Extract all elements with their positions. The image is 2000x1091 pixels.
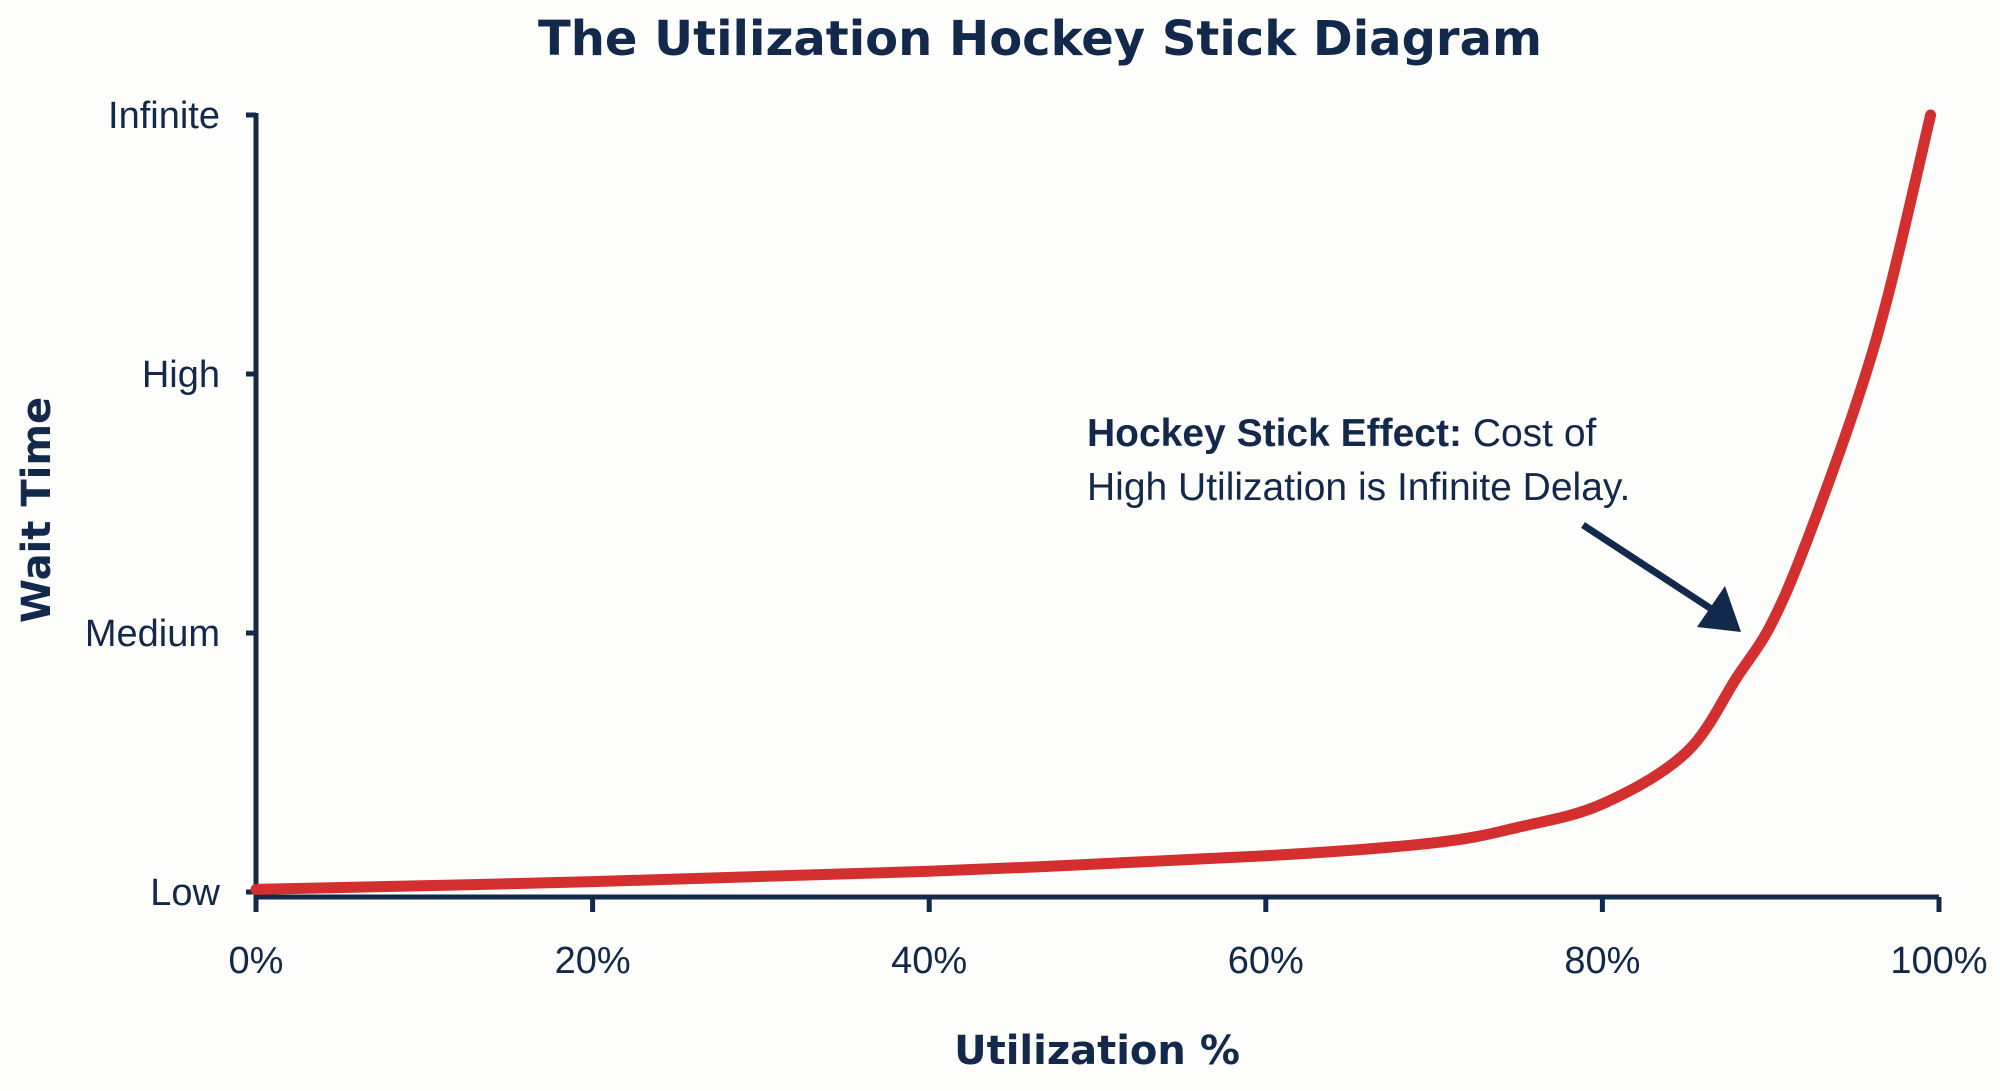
annotation-bold: Hockey Stick Effect: [1087,412,1462,455]
x-tick-label: 60% [1228,940,1304,982]
x-tick-label: 0% [229,940,284,982]
annotation: Hockey Stick Effect: Cost of High Utiliz… [1087,412,1741,632]
annotation-text-1: Cost of [1462,412,1597,455]
annotation-arrow-head [1697,586,1741,632]
x-tick-label: 100% [1890,940,1987,982]
y-tick-label: High [142,354,220,396]
x-tick-label: 20% [555,940,631,982]
annotation-arrow [1581,522,1718,615]
x-tick-label: 80% [1564,940,1640,982]
y-tick-label: Low [150,872,220,914]
annotation-line-2: High Utilization is Infinite Delay. [1087,466,1630,509]
y-tick-label: Medium [85,613,220,655]
chart-title: The Utilization Hockey Stick Diagram [538,11,1542,67]
annotation-line-1: Hockey Stick Effect: Cost of [1087,412,1597,455]
x-tick-label: 40% [891,940,967,982]
y-tick-label: Infinite [108,95,220,137]
series-line [250,109,1937,895]
y-axis-title: Wait Time [14,397,60,623]
x-axis-title: Utilization % [954,1028,1240,1074]
